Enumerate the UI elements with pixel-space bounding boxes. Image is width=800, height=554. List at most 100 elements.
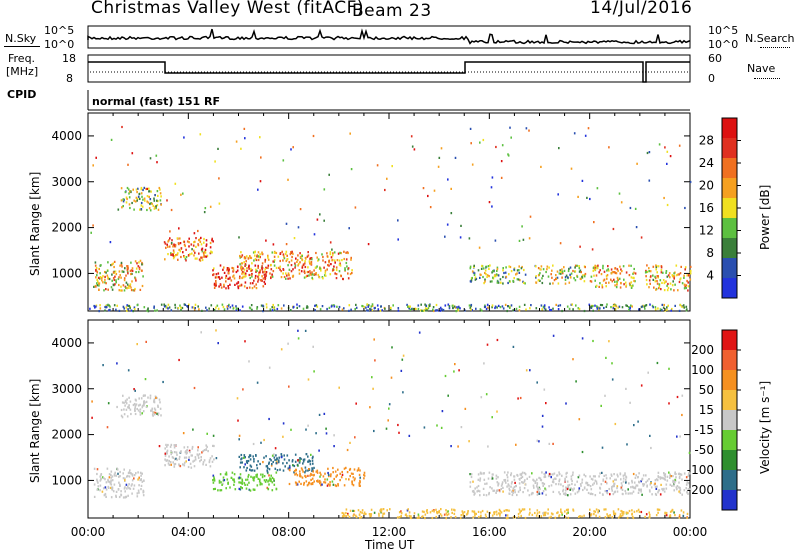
data-cell [209,465,212,468]
data-cell [400,369,403,372]
data-cell [134,404,137,407]
data-cell [118,309,121,312]
data-cell [194,458,197,461]
data-cell [660,266,663,269]
data-cell [648,267,650,270]
data-cell [594,510,597,513]
data-cell [229,283,231,286]
data-cell [668,402,670,405]
data-cell [570,487,572,490]
data-cell [324,269,327,272]
data-cell [275,458,278,462]
data-cell [265,306,268,309]
data-cell [562,490,564,493]
data-cell [492,276,494,279]
data-cell [123,468,125,471]
data-cell [269,272,271,275]
data-cell [245,487,248,490]
data-cell [153,207,156,210]
data-cell [462,514,465,517]
data-cell [299,208,302,211]
data-cell [128,203,131,206]
data-cell [176,253,179,256]
data-cell [343,257,345,261]
data-cell [238,236,240,239]
data-cell [140,478,142,481]
data-cell [113,304,116,307]
data-cell [490,186,493,189]
data-cell [107,276,109,279]
data-cell [139,471,142,474]
data-cell [363,512,365,516]
data-cell [567,269,570,273]
data-cell [620,486,623,489]
data-cell [292,464,294,467]
data-cell [530,493,533,496]
data-cell [590,280,593,283]
data-cell [560,483,562,486]
data-cell [190,466,193,469]
data-cell [129,206,131,210]
data-cell [524,473,527,476]
data-cell [368,513,371,516]
data-cell [197,456,200,459]
data-cell [498,489,501,492]
data-cell [648,489,651,492]
data-cell [589,485,592,488]
data-cell [173,255,176,258]
data-cell [262,285,265,288]
data-cell [574,264,577,267]
data-cell [253,458,255,461]
data-cell [143,186,146,189]
data-cell [131,152,134,155]
data-cell [244,483,246,486]
data-cell [561,268,563,271]
data-cell [273,456,276,459]
data-cell [323,412,326,415]
data-cell [117,277,120,281]
data-cell [304,256,307,260]
data-cell [370,513,373,516]
data-cell [510,136,512,139]
data-cell [153,199,156,202]
data-cell [157,194,159,197]
data-cell [259,180,262,183]
data-cell [535,485,538,488]
data-cell [132,310,134,313]
data-cell [334,470,337,473]
data-cell [657,276,659,279]
data-cell [108,309,110,312]
data-cell [489,511,491,514]
data-cell [312,345,314,348]
data-cell [258,480,261,483]
data-cell [423,426,426,429]
data-cell [529,511,531,514]
x-tick-label: 16:00 [472,525,507,539]
data-cell [627,488,629,491]
data-cell [471,270,474,273]
colorbar-segment [722,450,737,471]
data-cell [91,400,93,403]
data-cell [505,509,507,512]
data-cell [371,303,374,306]
data-cell [517,515,520,518]
data-cell [259,462,261,466]
data-cell [134,277,137,280]
data-cell [662,271,664,274]
data-cell [108,277,111,281]
data-cell [610,268,613,271]
data-cell [245,460,248,463]
data-cell [164,304,167,307]
data-cell [318,413,321,416]
data-cell [287,467,290,470]
data-cell [180,255,182,259]
data-cell [110,264,112,267]
data-cell [480,514,482,517]
data-cell [237,287,240,290]
data-cell [341,259,343,262]
data-cell [321,253,323,256]
data-cell [541,277,543,280]
data-cell [290,264,293,267]
data-cell [673,289,675,292]
data-cell [380,508,383,511]
